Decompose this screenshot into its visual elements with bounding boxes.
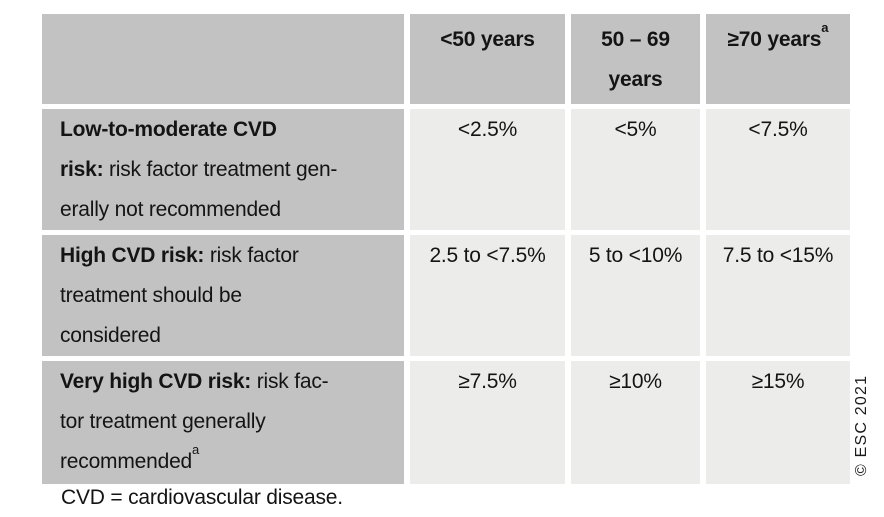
risk-category-text: risk factor treatment gen- erally not re… xyxy=(60,158,338,221)
corner-cell xyxy=(42,14,404,104)
risk-category-bold: Low-to-moderate CVD risk: xyxy=(60,118,277,181)
footnote-text: CVD = cardiovascular disease. xyxy=(61,486,343,509)
risk-category-bold: Very high CVD risk: xyxy=(60,370,252,393)
header-age-lt50: <50 years xyxy=(410,14,565,104)
risk-value-cell: <7.5% xyxy=(706,109,850,230)
risk-value-cell: ≥7.5% xyxy=(410,361,565,484)
header-age-ge70: ≥70 yearsa xyxy=(706,14,850,104)
risk-value-cell: ≥10% xyxy=(571,361,700,484)
risk-value-cell: ≥15% xyxy=(706,361,850,484)
footnote-marker: a xyxy=(192,442,200,458)
risk-value-cell: 2.5 to <7.5% xyxy=(410,235,565,356)
risk-category-cell: Low-to-moderate CVD risk: risk factor tr… xyxy=(42,109,404,230)
table-row-very-high: Very high CVD risk: risk fac- tor treatm… xyxy=(42,361,850,484)
risk-value-cell: <2.5% xyxy=(410,109,565,230)
risk-value-cell: 5 to <10% xyxy=(571,235,700,356)
header-age-50-69: 50 – 69 years xyxy=(571,14,700,104)
risk-category-text: risk factor treatment should be consider… xyxy=(60,244,299,347)
cvd-risk-table: <50 years 50 – 69 years ≥70 yearsa Low-t… xyxy=(36,9,856,489)
risk-category-cell: High CVD risk: risk factor treatment sho… xyxy=(42,235,404,356)
risk-value-cell: <5% xyxy=(571,109,700,230)
table-row-high: High CVD risk: risk factor treatment sho… xyxy=(42,235,850,356)
risk-category-cell: Very high CVD risk: risk fac- tor treatm… xyxy=(42,361,404,484)
copyright-label: © ESC 2021 xyxy=(853,374,870,476)
risk-category-bold: High CVD risk: xyxy=(60,244,205,267)
header-age-ge70-text: ≥70 years xyxy=(727,28,822,51)
risk-value-cell: 7.5 to <15% xyxy=(706,235,850,356)
table-row-low-to-moderate: Low-to-moderate CVD risk: risk factor tr… xyxy=(42,109,850,230)
header-row: <50 years 50 – 69 years ≥70 yearsa xyxy=(42,14,850,104)
header-footnote-marker: a xyxy=(821,20,829,36)
risk-category-text: risk fac- tor treatment generally recomm… xyxy=(60,370,329,473)
